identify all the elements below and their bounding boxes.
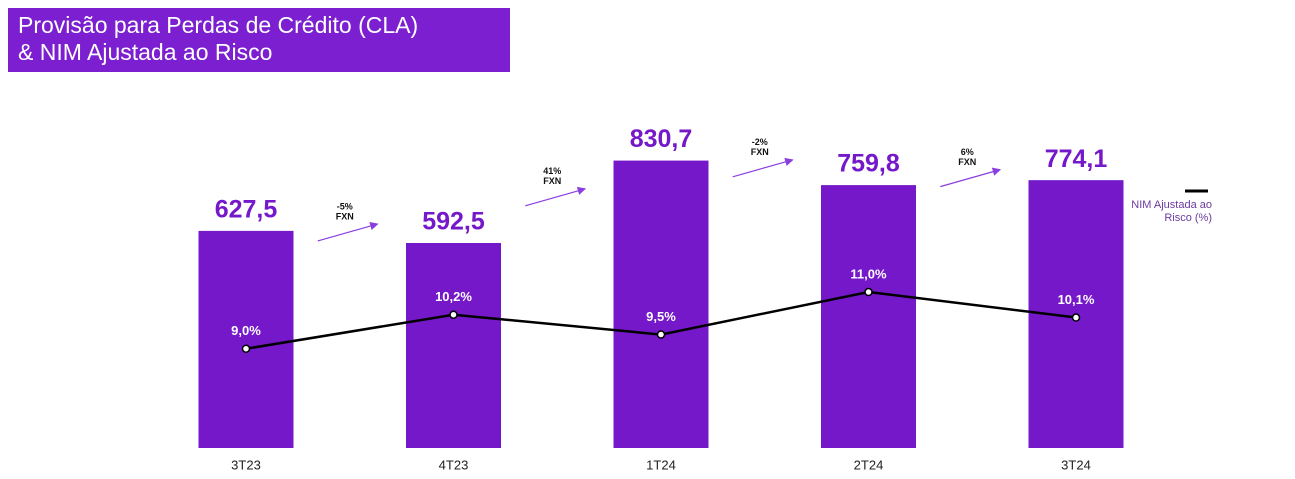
annotation-change: 6% xyxy=(961,147,974,157)
bar-value-label: 774,1 xyxy=(1045,145,1108,173)
bar-value-label: 759,8 xyxy=(837,150,900,178)
annotation-change: -5% xyxy=(337,201,353,211)
bar-value-label: 830,7 xyxy=(630,125,693,153)
line-point xyxy=(656,330,666,339)
annotation-change: -2% xyxy=(752,137,768,147)
bar-value-label: 592,5 xyxy=(422,208,485,236)
annotation-change: 41% xyxy=(543,166,561,176)
annotation-arrow xyxy=(732,157,794,178)
annotation-arrow xyxy=(525,186,587,207)
x-tick-label: 2T24 xyxy=(854,457,884,472)
line-value-label: 9,5% xyxy=(646,309,676,324)
bar xyxy=(613,160,709,448)
bar xyxy=(198,230,294,448)
line-value-label: 10,2% xyxy=(435,289,472,304)
line-point xyxy=(864,287,873,297)
line-value-label: 11,0% xyxy=(850,266,887,281)
x-tick-label: 3T24 xyxy=(1061,457,1091,472)
bar xyxy=(821,185,916,449)
line-value-label: 9,0% xyxy=(231,323,261,338)
annotation-label: FXN xyxy=(751,147,769,157)
bar-value-label: 627,5 xyxy=(215,195,278,223)
x-tick-label: 1T24 xyxy=(646,457,676,472)
annotation-arrow xyxy=(940,167,1002,188)
annotation-arrow xyxy=(317,221,379,242)
annotation-label: FXN xyxy=(958,157,976,167)
chart-title: Provisão para Perdas de Crédito (CLA) & … xyxy=(8,8,510,72)
x-tick-label: 3T23 xyxy=(231,457,261,472)
line-point xyxy=(1071,313,1081,322)
bar xyxy=(406,242,501,448)
annotation-label: FXN xyxy=(336,211,354,221)
line-point xyxy=(241,344,251,353)
x-tick-label: 4T23 xyxy=(439,457,469,472)
annotation-label: FXN xyxy=(543,176,561,186)
legend-label: NIM Ajustada ao Risco (%) xyxy=(1131,199,1212,224)
line-point xyxy=(449,310,458,319)
line-value-label: 10,1% xyxy=(1058,292,1095,307)
